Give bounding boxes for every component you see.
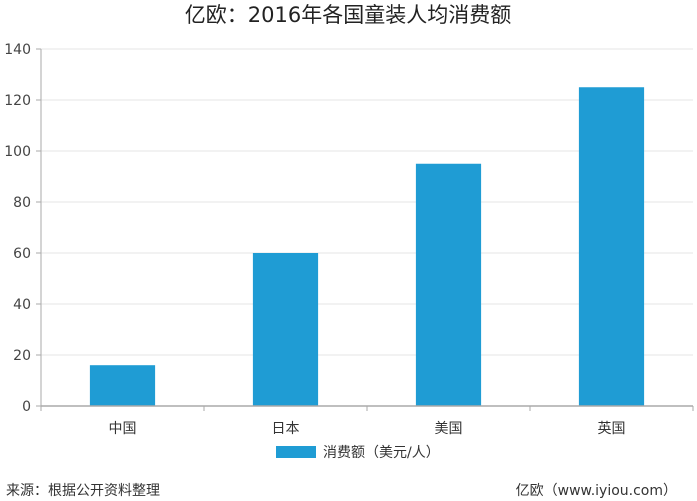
x-axis: 中国 日本 美国 英国: [40, 405, 694, 437]
bars: [89, 87, 645, 406]
chart-title: 亿欧：2016年各国童装人均消费额: [185, 3, 511, 27]
source-note: 来源：根据公开资料整理: [6, 483, 160, 499]
y-axis: 0 20 40 60 80 100 120 140: [4, 42, 42, 415]
y-tick-label: 40: [13, 297, 31, 313]
y-tick-label: 20: [13, 348, 31, 364]
y-tick-label: 80: [13, 195, 31, 211]
y-tick-label: 0: [22, 399, 31, 415]
gridlines: [41, 48, 693, 356]
y-tick-label: 100: [4, 144, 31, 160]
bar: [578, 87, 645, 406]
bar: [415, 163, 482, 406]
y-tick-label: 140: [4, 42, 31, 58]
bar: [252, 253, 319, 406]
legend: 消费额（美元/人）: [276, 445, 440, 461]
x-tick-label: 日本: [272, 421, 300, 437]
legend-swatch: [276, 446, 316, 458]
y-tick-label: 60: [13, 246, 31, 262]
x-tick-label: 美国: [435, 421, 463, 437]
bar: [89, 365, 156, 406]
x-tick-label: 中国: [109, 421, 137, 437]
credit-note: 亿欧（www.iyiou.com）: [515, 483, 677, 499]
y-tick-label: 120: [4, 93, 31, 109]
legend-label: 消费额（美元/人）: [323, 445, 440, 461]
x-tick-label: 英国: [598, 420, 626, 437]
